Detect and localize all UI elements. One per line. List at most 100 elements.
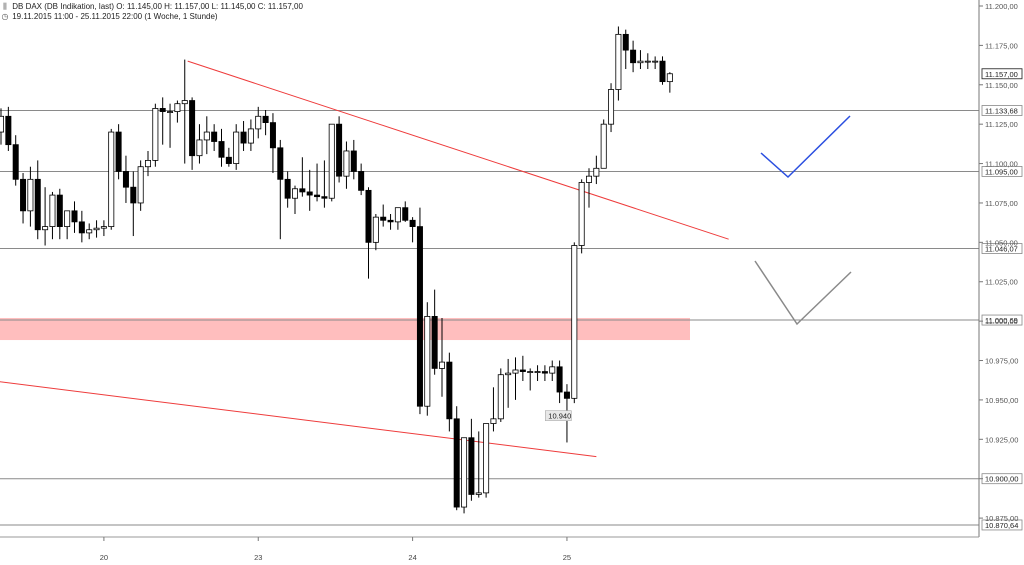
candle-body <box>461 437 468 508</box>
candle-body <box>167 111 174 113</box>
y-tick-label: 11.050,00 <box>985 238 1018 247</box>
candle <box>0 108 4 145</box>
level-label-box <box>981 314 1023 326</box>
candle <box>240 121 247 151</box>
candle <box>630 40 637 73</box>
candle-body <box>247 128 254 144</box>
level-label: 10.870,64 <box>985 521 1018 530</box>
candle-body <box>225 156 232 164</box>
y-tick-label: 11.025,00 <box>985 278 1018 287</box>
x-tick-label: 20 <box>100 553 108 562</box>
candle <box>64 210 71 240</box>
candle <box>372 213 379 251</box>
candle <box>27 166 34 227</box>
candle-body <box>644 60 651 63</box>
candle-body <box>233 131 240 164</box>
level-label: 11.133,68 <box>985 106 1018 115</box>
candle-body <box>12 144 19 180</box>
candle <box>497 368 504 422</box>
candle <box>586 168 593 208</box>
candle-body <box>534 371 541 373</box>
candle-body <box>358 171 365 191</box>
candle <box>5 106 12 151</box>
candle <box>247 119 254 151</box>
candle-body <box>20 178 27 212</box>
candle-body <box>203 131 210 141</box>
support-zone <box>0 317 690 341</box>
candle <box>189 97 196 170</box>
candle <box>402 201 409 222</box>
candle <box>218 128 225 167</box>
candle <box>409 217 416 243</box>
candle-body <box>328 123 335 199</box>
candle-body <box>556 366 563 393</box>
y-tick-label: 11.075,00 <box>985 199 1018 208</box>
candle-body <box>314 194 321 198</box>
candle <box>34 160 41 240</box>
candle <box>416 207 423 415</box>
last-price-box <box>981 68 1023 80</box>
candle-body <box>505 372 512 376</box>
candle <box>350 139 357 180</box>
candle-body <box>483 423 490 494</box>
candle <box>453 406 460 511</box>
candle-body <box>86 229 93 234</box>
candle-body <box>593 167 600 177</box>
candle <box>262 109 269 136</box>
y-tick-label: 11.000,00 <box>985 317 1018 326</box>
candle <box>137 160 144 211</box>
candle <box>12 135 19 186</box>
candle-body <box>659 60 666 83</box>
candle <box>122 155 129 203</box>
scenario-marks <box>754 115 852 326</box>
candle-body <box>586 175 593 183</box>
candle <box>115 124 122 180</box>
candle <box>578 179 585 254</box>
candle <box>167 103 174 148</box>
candle <box>42 187 49 246</box>
candle-body <box>343 150 350 177</box>
y-tick-label: 10.875,00 <box>985 514 1018 523</box>
y-tick-label: 11.125,00 <box>985 120 1018 129</box>
candle <box>468 418 475 501</box>
horizontal-levels: 11.133,68 11.095,00 11.046,07 11.000,69 10.9… <box>0 68 1023 531</box>
trendlines <box>0 60 729 458</box>
candle <box>637 50 644 70</box>
candle-body <box>299 188 306 193</box>
candle-body <box>608 89 615 125</box>
candle <box>593 155 600 185</box>
level-label: 11.095,00 <box>985 167 1018 176</box>
candle <box>291 185 298 214</box>
candle <box>380 204 387 227</box>
candle-body <box>115 131 122 172</box>
candle-body <box>130 186 137 204</box>
candle-body <box>497 374 504 420</box>
candle <box>233 124 240 170</box>
candle <box>336 116 343 183</box>
candle-body <box>122 171 129 188</box>
candle <box>159 97 166 145</box>
candle-body <box>277 147 284 180</box>
candle-body <box>152 108 159 161</box>
candle <box>277 139 284 240</box>
candle-body <box>380 216 387 221</box>
candle <box>644 53 651 70</box>
candle <box>269 113 276 174</box>
candle-body <box>394 207 401 223</box>
candle <box>615 26 622 101</box>
candle-body <box>365 189 372 243</box>
candle <box>225 147 232 167</box>
candle <box>505 358 512 408</box>
candle <box>211 124 218 151</box>
candle <box>394 207 401 230</box>
candle <box>49 191 56 240</box>
candle <box>424 302 431 416</box>
candle-body <box>42 226 49 231</box>
candle-body <box>431 316 438 369</box>
candle-body <box>372 216 379 243</box>
candle <box>666 72 673 93</box>
candle <box>108 128 115 230</box>
candle <box>343 141 350 189</box>
